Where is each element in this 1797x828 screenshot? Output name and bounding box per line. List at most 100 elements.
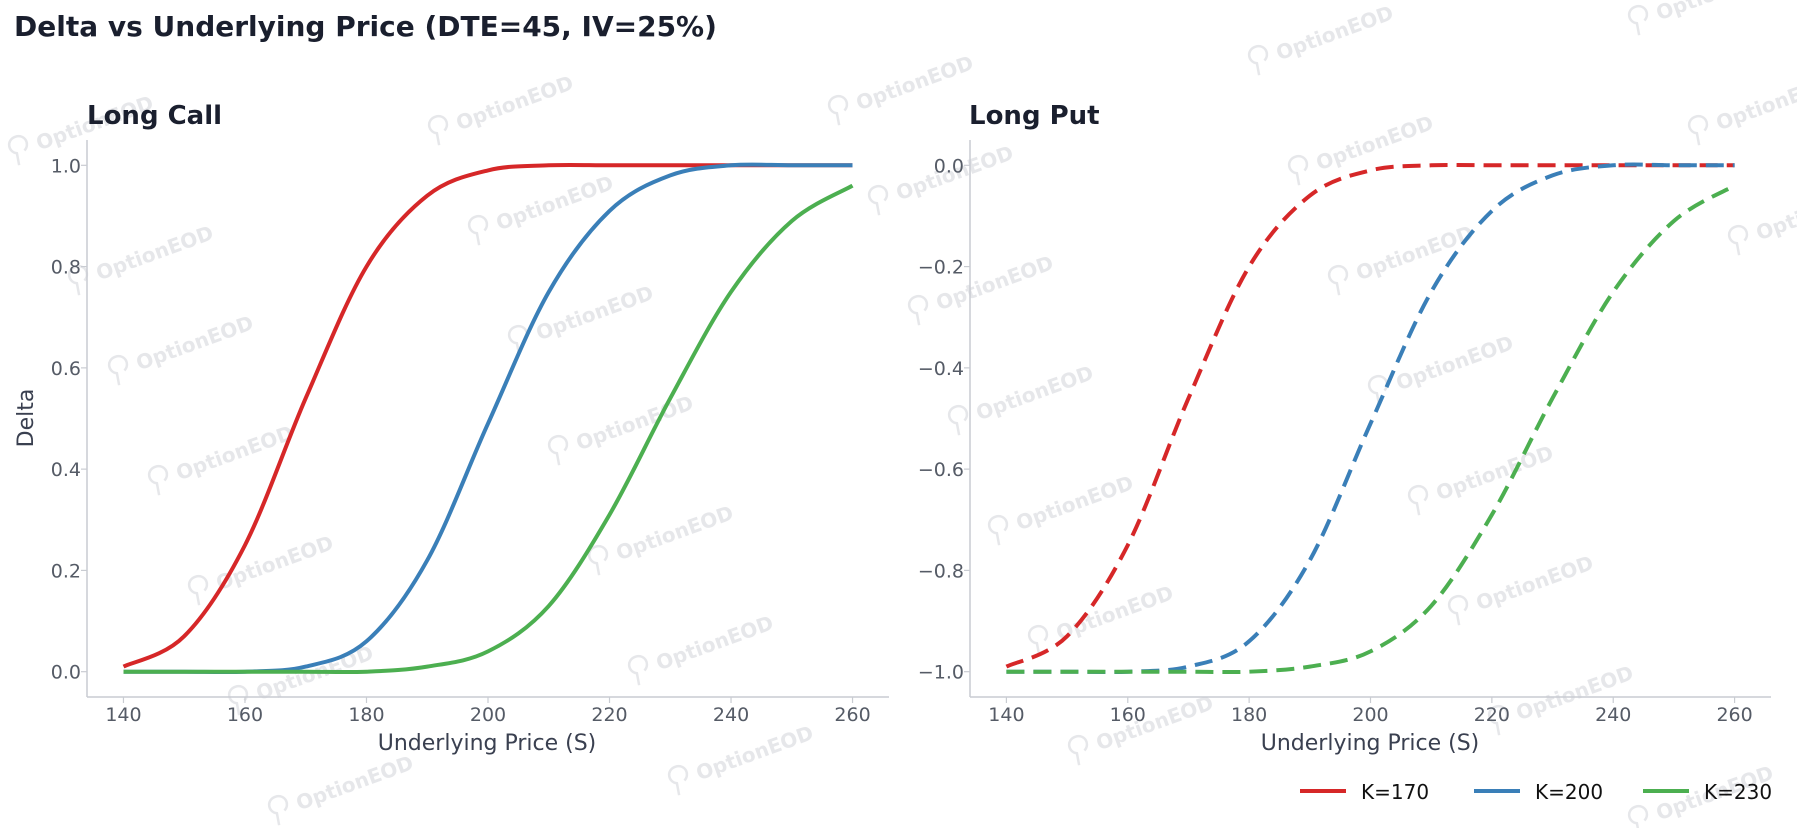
watermark-logo-icon <box>1687 114 1709 146</box>
long-put-x-tick-label-180: 180 <box>1231 704 1267 726</box>
long-put-lines <box>1005 162 1736 675</box>
watermark: OptionEOD <box>147 421 297 496</box>
watermark-logo-icon <box>1327 264 1349 296</box>
long-call-line-k230 <box>123 183 854 675</box>
long-call-line-k170 <box>122 162 853 669</box>
watermark-text: OptionEOD <box>1273 1 1397 66</box>
watermark: OptionEOD <box>1727 181 1797 256</box>
watermark: OptionEOD <box>667 721 817 796</box>
watermark: OptionEOD <box>587 501 737 576</box>
long-put-x-tick-label-160: 160 <box>1110 704 1146 726</box>
watermark: OptionEOD <box>1687 71 1797 146</box>
watermark-text: OptionEOD <box>133 311 257 376</box>
long-call-y-tick-label-5: 1.0 <box>51 155 81 177</box>
watermark: OptionEOD <box>1067 691 1217 766</box>
watermark: OptionEOD <box>1247 1 1397 76</box>
watermark-logo-icon <box>627 654 649 686</box>
long-call-x-tick-label-200: 200 <box>470 704 506 726</box>
watermark-text: OptionEOD <box>853 51 977 116</box>
legend-label-k230: K=230 <box>1704 780 1772 804</box>
long-call-title: Long Call <box>87 101 222 131</box>
watermark: OptionEOD <box>1627 0 1777 36</box>
watermark: OptionEOD <box>467 171 617 246</box>
long-call-line-k200 <box>123 162 853 675</box>
long-call-x-tick-label-260: 260 <box>834 704 870 726</box>
watermark-logo-icon <box>1407 484 1429 516</box>
watermark-logo-icon <box>1067 734 1089 766</box>
watermark-text: OptionEOD <box>973 361 1097 426</box>
watermark: OptionEOD <box>827 51 977 126</box>
long-put-title: Long Put <box>969 101 1100 131</box>
long-call-x-tick-label-140: 140 <box>105 704 141 726</box>
long-put-x-tick-label-260: 260 <box>1716 704 1752 726</box>
watermark-logo-icon <box>1367 374 1389 406</box>
watermark-logo-icon <box>1727 224 1749 256</box>
watermark-logo-icon <box>1627 4 1649 36</box>
watermark-text: OptionEOD <box>1653 0 1777 25</box>
watermark: OptionEOD <box>427 71 577 146</box>
watermark-layer: OptionEOD OptionEOD OptionEOD OptionEOD Opti… <box>7 0 1797 828</box>
long-put-panel: Long Put 140 160 180 200 220 240 260 −1.0 −0.8 −0… <box>918 101 1771 756</box>
long-call-panel: Long Call 140 160 180 200 220 240 260 0.0 0.2 0.4… <box>14 101 889 756</box>
long-put-y-tick-label-5: 0.0 <box>934 155 964 177</box>
long-call-x-tick-label-160: 160 <box>227 704 263 726</box>
long-put-x-tick-label-220: 220 <box>1474 704 1510 726</box>
watermark-logo-icon <box>587 544 609 576</box>
legend-label-k200: K=200 <box>1535 780 1603 804</box>
watermark-logo-icon <box>107 354 129 386</box>
long-put-line-k170 <box>1005 162 1735 669</box>
watermark-text: OptionEOD <box>1393 331 1517 396</box>
watermark-logo-icon <box>867 184 889 216</box>
watermark: OptionEOD <box>1027 581 1177 656</box>
long-call-y-tick-label-4: 0.8 <box>51 257 81 279</box>
long-call-x-tick-label-240: 240 <box>713 704 749 726</box>
watermark-text: OptionEOD <box>1473 551 1597 616</box>
watermark-logo-icon <box>147 464 169 496</box>
watermark-logo-icon <box>187 574 209 606</box>
watermark-logo-icon <box>987 514 1009 546</box>
watermark: OptionEOD <box>867 141 1017 216</box>
watermark: OptionEOD <box>507 281 657 356</box>
watermark-text: OptionEOD <box>573 391 697 456</box>
watermark: OptionEOD <box>187 531 337 606</box>
long-call-x-axis-label: Underlying Price (S) <box>378 731 597 756</box>
long-put-y-tick-label-3: −0.4 <box>918 358 964 380</box>
watermark: OptionEOD <box>547 391 697 466</box>
watermark: OptionEOD <box>267 751 417 826</box>
watermark-logo-icon <box>7 134 29 166</box>
watermark-text: OptionEOD <box>693 721 817 786</box>
long-put-x-tick-label-240: 240 <box>1595 704 1631 726</box>
watermark: OptionEOD <box>67 221 217 296</box>
watermark-logo-icon <box>1247 44 1269 76</box>
watermark-logo-icon <box>1287 154 1309 186</box>
watermark: OptionEOD <box>1447 551 1597 626</box>
watermark: OptionEOD <box>627 611 777 686</box>
legend-item-k200: K=200 <box>1474 780 1603 804</box>
legend: K=170 K=200 K=230 <box>1300 780 1772 804</box>
watermark-text: OptionEOD <box>173 421 297 486</box>
watermark-logo-icon <box>947 404 969 436</box>
watermark: OptionEOD <box>1367 331 1517 406</box>
long-put-axes: 140 160 180 200 220 240 260 −1.0 −0.8 −0.6 −0.4 −0.… <box>918 140 1771 726</box>
long-call-y-tick-label-0: 0.0 <box>51 662 81 684</box>
watermark: OptionEOD <box>107 311 257 386</box>
watermark: OptionEOD <box>987 471 1137 546</box>
figure-title: Delta vs Underlying Price (DTE=45, IV=25… <box>14 10 717 43</box>
long-call-axes: 140 160 180 200 220 240 260 0.0 0.2 0.4 0.6 0.8 1.0 <box>51 140 889 726</box>
long-call-x-tick-label-220: 220 <box>591 704 627 726</box>
watermark-logo-icon <box>667 764 689 796</box>
long-put-y-tick-label-1: −0.8 <box>918 560 964 582</box>
watermark-logo-icon <box>427 114 449 146</box>
long-put-line-k200 <box>1006 162 1735 675</box>
watermark-text: OptionEOD <box>653 611 777 676</box>
long-call-y-tick-label-2: 0.4 <box>51 459 81 481</box>
legend-item-k170: K=170 <box>1300 780 1429 804</box>
long-put-x-tick-label-200: 200 <box>1352 704 1388 726</box>
watermark-logo-icon <box>467 214 489 246</box>
watermark-text: OptionEOD <box>1013 471 1137 536</box>
watermark-logo-icon <box>267 794 289 826</box>
long-put-y-tick-label-0: −1.0 <box>918 662 964 684</box>
watermark: OptionEOD <box>1407 441 1557 516</box>
watermark-text: OptionEOD <box>213 531 337 596</box>
